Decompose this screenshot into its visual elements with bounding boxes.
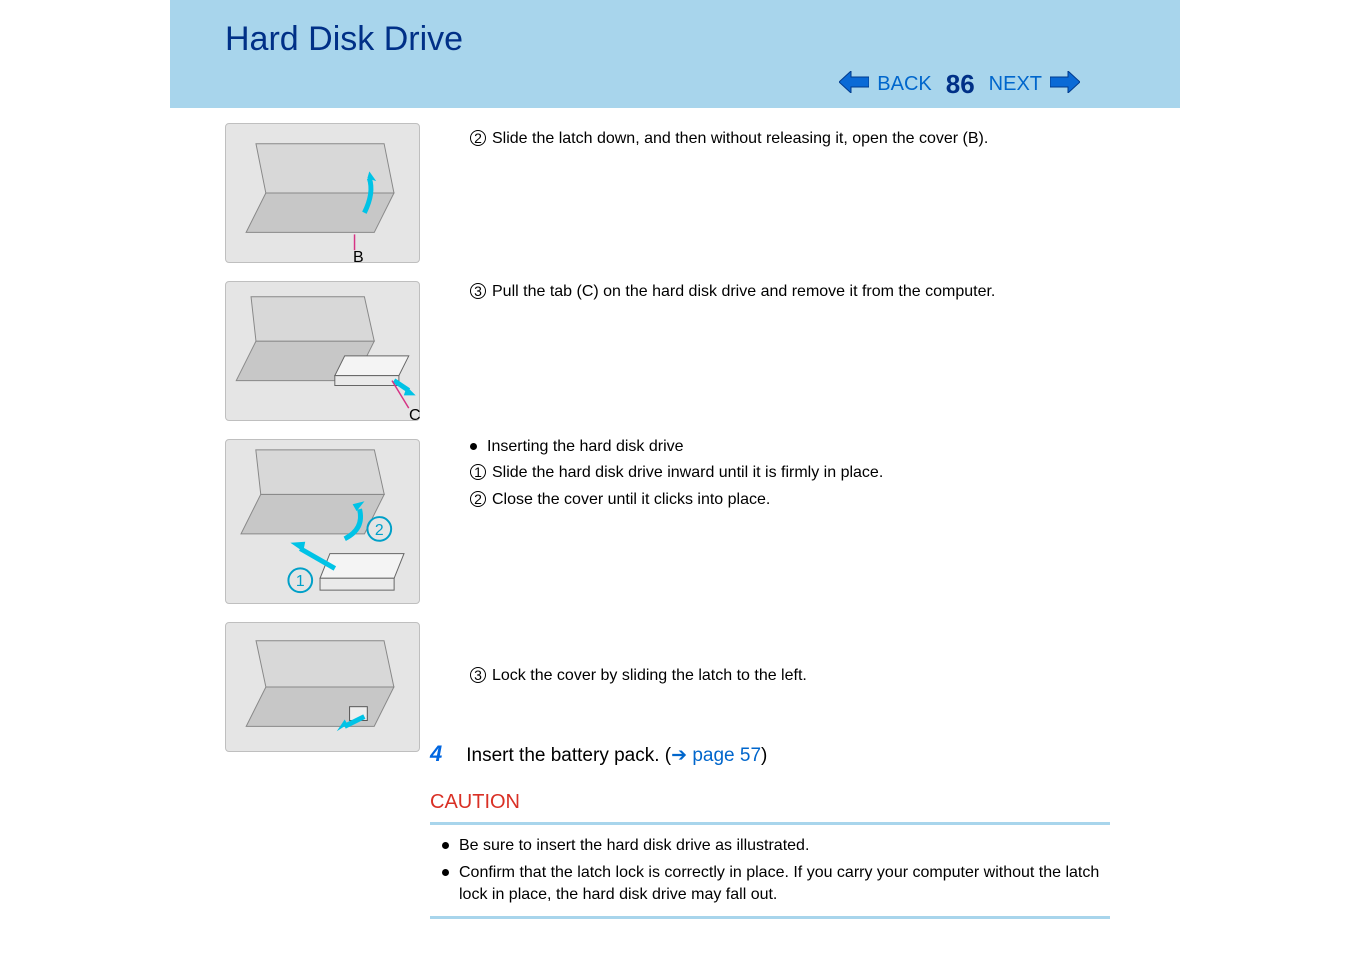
page-number: 86	[946, 69, 975, 100]
page-57-link[interactable]: page 57	[692, 745, 761, 766]
next-button[interactable]: NEXT	[989, 73, 1042, 96]
caution-rule-bottom	[430, 916, 1110, 919]
insert-step-2-text: Close the cover until it clicks into pla…	[492, 489, 770, 511]
caution-item-2-text: Confirm that the latch lock is correctly…	[459, 862, 1110, 907]
illustration-latch-open: B	[225, 123, 420, 263]
next-arrow-icon[interactable]	[1050, 71, 1080, 98]
main-step-suffix: )	[761, 745, 767, 766]
back-arrow-icon[interactable]	[839, 71, 869, 98]
page-header: Hard Disk Drive BACK 86 NEXT	[170, 0, 1180, 108]
page: Hard Disk Drive BACK 86 NEXT	[170, 0, 1180, 919]
bullet-icon	[442, 869, 449, 876]
illustration-lock-latch	[225, 622, 420, 752]
bullet-icon	[470, 443, 477, 450]
caution-item-2: Confirm that the latch lock is correctly…	[442, 862, 1110, 907]
back-button[interactable]: BACK	[877, 73, 931, 96]
main-step-prefix: Insert the battery pack. (	[466, 745, 671, 766]
step-2-text: Slide the latch down, and then without r…	[492, 128, 988, 150]
caution-heading: CAUTION	[430, 788, 1110, 816]
circled-1-icon: 1	[470, 464, 486, 480]
inserting-heading: Inserting the hard disk drive	[487, 436, 684, 458]
step-3-text: Pull the tab (C) on the hard disk drive …	[492, 281, 995, 303]
inserting-heading-row: Inserting the hard disk drive	[470, 436, 1110, 458]
illustration-pull-tab: C	[225, 281, 420, 421]
circled-2-icon: 2	[470, 491, 486, 507]
svg-text:1: 1	[296, 573, 305, 590]
circled-3-icon: 3	[470, 667, 486, 683]
insert-step-3-text: Lock the cover by sliding the latch to t…	[492, 665, 807, 687]
label-b: B	[353, 249, 364, 267]
link-arrow-icon: ➔	[671, 745, 687, 766]
caution-rule-top	[430, 822, 1110, 825]
step-3: 3 Pull the tab (C) on the hard disk driv…	[470, 281, 1110, 303]
label-c: C	[409, 407, 421, 425]
step-2: 2 Slide the latch down, and then without…	[470, 128, 1110, 150]
caution-item-1-text: Be sure to insert the hard disk drive as…	[459, 835, 809, 857]
svg-text:2: 2	[375, 522, 384, 539]
circled-2-icon: 2	[470, 130, 486, 146]
caution-item-1: Be sure to insert the hard disk drive as…	[442, 835, 1110, 857]
bullet-icon	[442, 842, 449, 849]
main-step-4: 4 Insert the battery pack. (➔ page 57)	[430, 739, 1110, 770]
insert-step-1: 1 Slide the hard disk drive inward until…	[470, 462, 1110, 484]
illustration-column: B C	[225, 123, 435, 770]
main-step-text: Insert the battery pack. (➔ page 57)	[466, 743, 767, 770]
content-area: B C	[170, 108, 1180, 919]
insert-step-2: 2 Close the cover until it clicks into p…	[470, 489, 1110, 511]
page-title: Hard Disk Drive	[225, 20, 1125, 59]
insert-step-3: 3 Lock the cover by sliding the latch to…	[470, 665, 1110, 687]
circled-3-icon: 3	[470, 283, 486, 299]
insert-step-1-text: Slide the hard disk drive inward until i…	[492, 462, 883, 484]
text-column: 2 Slide the latch down, and then without…	[470, 128, 1110, 919]
illustration-insert-drive: 1 2	[225, 439, 420, 604]
caution-list: Be sure to insert the hard disk drive as…	[430, 835, 1110, 906]
nav-bar: BACK 86 NEXT	[839, 69, 1080, 100]
